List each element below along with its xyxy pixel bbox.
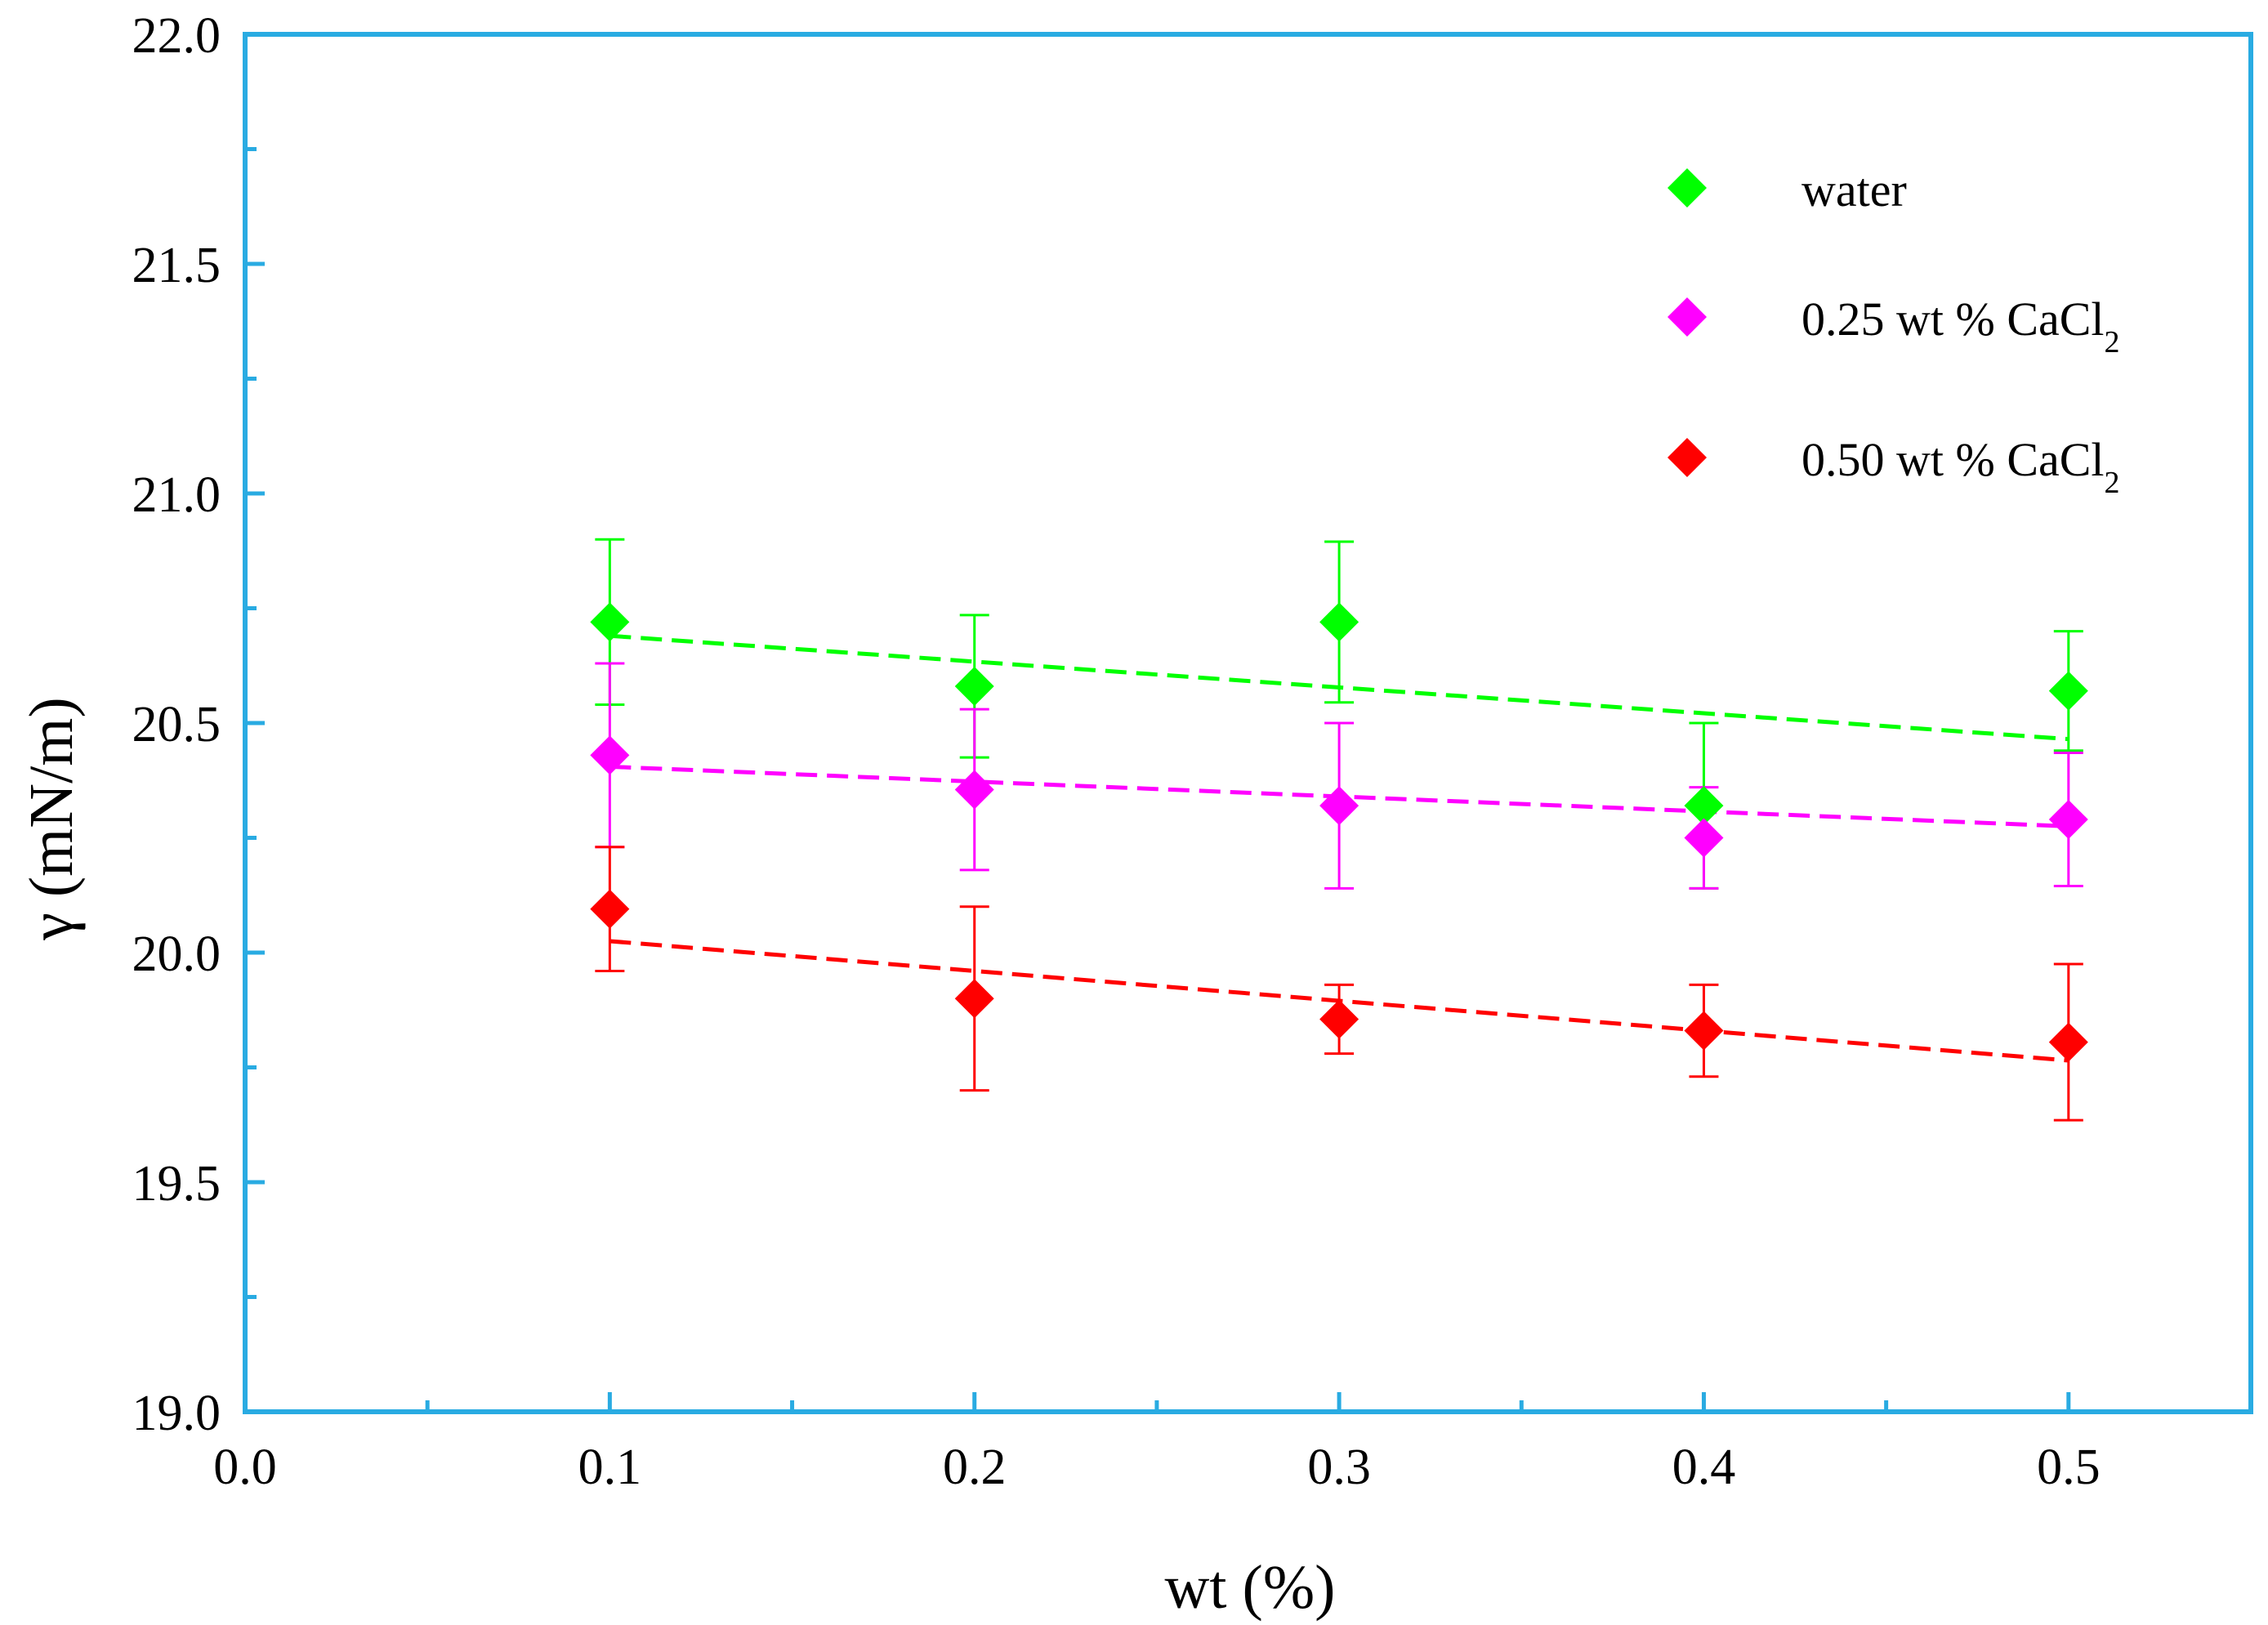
series-0-point (1319, 602, 1359, 642)
series-0-point (590, 602, 630, 642)
series-0-point (954, 667, 994, 707)
plot-frame (243, 32, 2253, 1414)
series-1-point (954, 770, 994, 810)
x-tick-label: 0.1 (578, 1440, 642, 1495)
legend-entry-cacl2-050: 0.50 wt % CaCl2 (1668, 433, 2120, 500)
x-tick-label: 0.0 (213, 1440, 277, 1495)
y-tick-label: 19.0 (132, 1386, 221, 1441)
tick-labels: 0.0 0.1 0.2 0.3 0.4 0.5 19.0 19.5 20.0 20.5 21.0 21… (132, 8, 2101, 1495)
x-tick-label: 0.3 (1307, 1440, 1371, 1495)
series-2-point (1684, 1011, 1724, 1051)
x-axis-title: wt (%) (1165, 1553, 1336, 1622)
series-1-point (590, 735, 630, 775)
series-0-point (1684, 786, 1724, 826)
y-tick-label: 21.0 (132, 467, 221, 523)
y-tick-label: 22.0 (132, 8, 221, 64)
series-2-point (954, 979, 994, 1019)
legend-marker-cacl2-050 (1668, 438, 1707, 477)
legend-label-cacl2-050: 0.50 wt % CaCl2 (1801, 433, 2120, 500)
series-0-point (2048, 671, 2088, 711)
legend-label-water: water (1801, 163, 1907, 217)
legend-marker-water (1668, 168, 1707, 208)
axes (243, 32, 2253, 1414)
series-1-point (1684, 818, 1724, 858)
legend-entry-water: water (1668, 163, 1907, 217)
y-tick-label: 19.5 (132, 1156, 221, 1212)
x-tick-label: 0.5 (2037, 1440, 2101, 1495)
series-2-point (590, 889, 630, 929)
legend-entry-cacl2-025: 0.25 wt % CaCl2 (1668, 292, 2120, 359)
series-1-point (2048, 800, 2088, 840)
series-1-point (1319, 786, 1359, 826)
x-tick-label: 0.2 (943, 1440, 1007, 1495)
y-tick-label: 20.5 (132, 697, 221, 752)
legend-label-cacl2-025: 0.25 wt % CaCl2 (1801, 292, 2120, 359)
legend-marker-cacl2-025 (1668, 297, 1707, 337)
series-2-point (1319, 999, 1359, 1039)
data-points (590, 602, 2088, 1062)
y-tick-label: 20.0 (132, 926, 221, 982)
y-axis-title: γ (mN/m) (17, 697, 86, 940)
x-tick-label: 0.4 (1672, 1440, 1736, 1495)
y-tick-label: 21.5 (132, 238, 221, 293)
series-2-point (2048, 1022, 2088, 1062)
legend: water 0.25 wt % CaCl2 0.50 wt % CaCl2 (1668, 163, 2120, 500)
